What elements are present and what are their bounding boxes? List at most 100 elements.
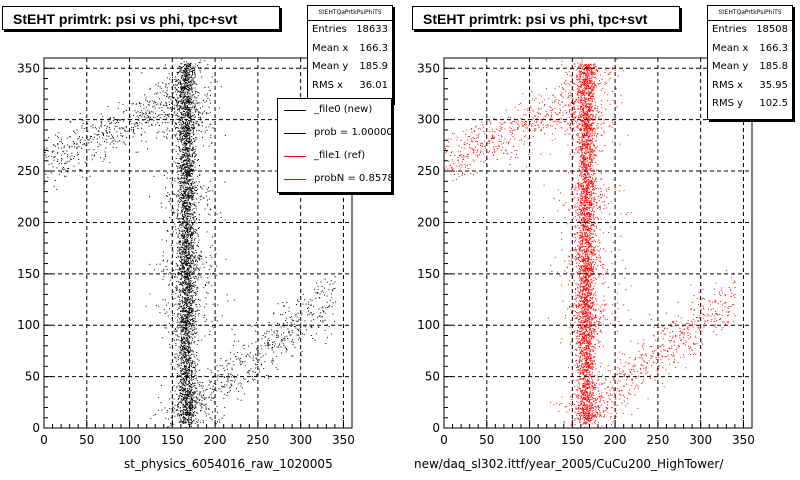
scatter-point — [316, 282, 318, 284]
scatter-point — [189, 395, 191, 397]
scatter-point — [156, 137, 158, 139]
scatter-point — [285, 320, 287, 321]
scatter-point — [197, 111, 199, 113]
scatter-point — [176, 72, 178, 73]
scatter-point — [70, 121, 72, 123]
scatter-point — [299, 328, 301, 330]
scatter-point — [149, 112, 151, 114]
scatter-point — [203, 316, 205, 318]
scatter-point — [188, 90, 190, 92]
scatter-point — [188, 367, 189, 369]
scatter-point — [216, 274, 218, 276]
scatter-point — [208, 187, 209, 189]
scatter-point — [188, 329, 189, 331]
scatter-point — [190, 65, 192, 67]
scatter-point — [183, 129, 185, 131]
scatter-point — [185, 409, 187, 411]
scatter-point — [180, 103, 182, 105]
scatter-point — [176, 106, 178, 108]
scatter-point — [264, 345, 266, 347]
scatter-point — [188, 291, 190, 293]
scatter-point — [195, 378, 197, 380]
scatter-point — [191, 373, 193, 375]
scatter-point — [189, 64, 191, 66]
scatter-point — [189, 413, 191, 415]
scatter-point — [305, 326, 306, 328]
scatter-point — [192, 149, 194, 151]
scatter-point — [186, 219, 188, 221]
scatter-point — [205, 413, 207, 415]
scatter-point — [194, 278, 196, 279]
scatter-point — [183, 97, 185, 99]
scatter-point — [113, 117, 115, 119]
scatter-point — [187, 198, 189, 200]
scatter-point — [190, 271, 192, 273]
scatter-point — [190, 398, 192, 400]
scatter-point — [53, 144, 55, 146]
scatter-point — [323, 292, 325, 294]
scatter-point — [191, 315, 193, 317]
scatter-point — [186, 136, 188, 137]
scatter-point — [183, 355, 185, 357]
scatter-point — [204, 314, 206, 316]
scatter-point — [283, 322, 285, 324]
scatter-point — [194, 212, 196, 214]
scatter-point — [185, 294, 187, 296]
scatter-point — [188, 155, 190, 157]
scatter-point — [199, 402, 201, 404]
scatter-point — [181, 67, 183, 69]
scatter-point — [183, 417, 185, 418]
scatter-point — [223, 398, 225, 399]
scatter-point — [180, 69, 182, 71]
scatter-point — [194, 281, 196, 283]
scatter-point — [172, 76, 174, 78]
scatter-point — [187, 321, 189, 323]
scatter-point — [195, 105, 197, 107]
scatter-point — [195, 208, 197, 210]
scatter-point — [183, 351, 185, 353]
scatter-point — [198, 112, 199, 114]
scatter-point — [186, 255, 188, 257]
scatter-point — [185, 160, 187, 162]
scatter-point — [188, 132, 190, 134]
scatter-point — [189, 113, 191, 115]
scatter-point — [186, 88, 188, 90]
scatter-point — [191, 199, 193, 201]
scatter-point — [174, 212, 175, 214]
scatter-point — [179, 225, 180, 227]
scatter-point — [181, 111, 183, 113]
scatter-point — [221, 385, 223, 387]
scatter-point — [137, 151, 139, 153]
scatter-point — [181, 259, 183, 261]
scatter-point — [317, 326, 319, 328]
scatter-point — [160, 385, 162, 386]
scatter-point — [62, 167, 64, 168]
scatter-point — [178, 83, 179, 85]
scatter-point — [179, 150, 181, 152]
scatter-point — [174, 180, 176, 182]
scatter-point — [176, 243, 178, 245]
scatter-point — [183, 373, 185, 374]
scatter-point — [167, 127, 169, 129]
scatter-point — [188, 184, 190, 185]
scatter-point — [119, 140, 121, 142]
scatter-point — [90, 125, 92, 127]
scatter-point — [182, 95, 184, 97]
scatter-point — [184, 343, 186, 345]
scatter-point — [182, 266, 183, 268]
scatter-point — [90, 137, 91, 139]
scatter-point — [211, 419, 213, 421]
scatter-point — [194, 192, 196, 194]
scatter-point — [130, 129, 132, 131]
scatter-point — [198, 239, 200, 241]
scatter-point — [173, 112, 175, 114]
scatter-point — [184, 182, 186, 184]
scatter-point — [192, 315, 194, 316]
scatter-point — [172, 406, 173, 408]
scatter-point — [181, 386, 183, 388]
scatter-point — [186, 361, 188, 362]
scatter-point — [58, 163, 60, 165]
scatter-point — [246, 371, 248, 373]
scatter-point — [204, 397, 206, 399]
scatter-point — [206, 100, 208, 102]
